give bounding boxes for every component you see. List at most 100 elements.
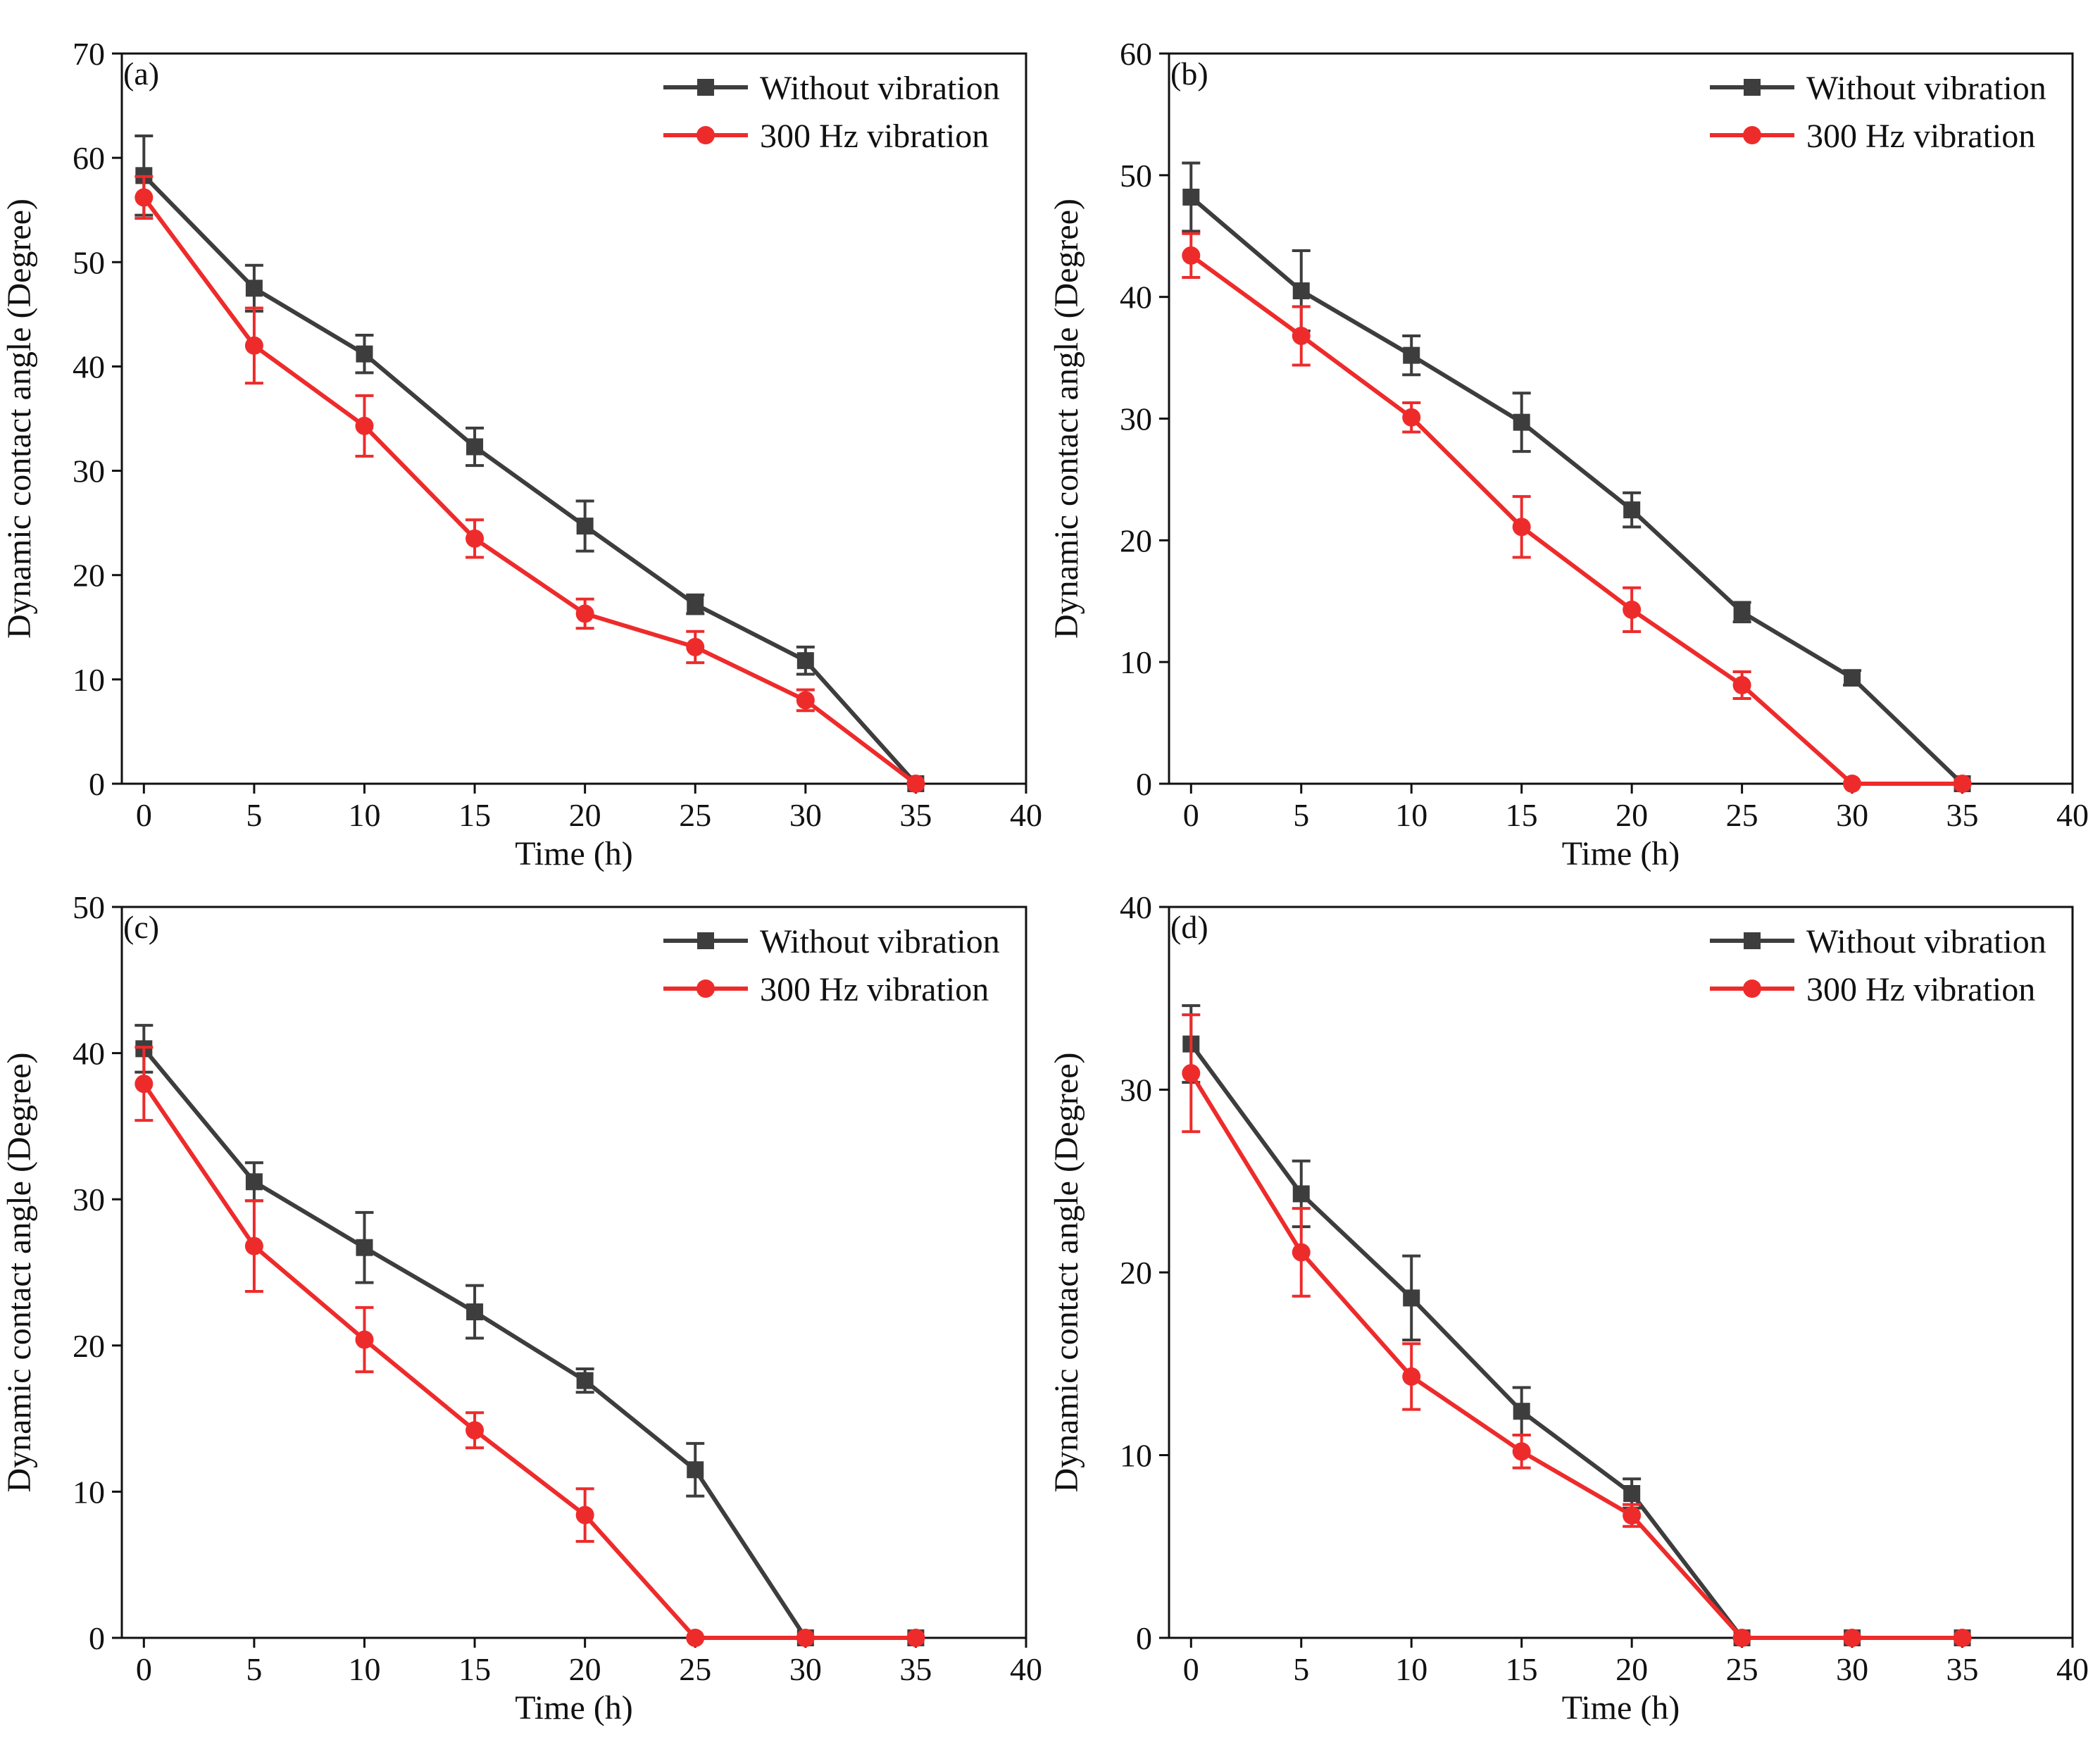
- y-tick-label: 70: [73, 36, 105, 72]
- x-tick-label: 35: [899, 1651, 932, 1687]
- data-point: [135, 188, 153, 206]
- y-tick-label: 0: [89, 766, 105, 802]
- y-tick-label: 0: [1136, 1620, 1152, 1656]
- y-tick-label: 20: [73, 1328, 105, 1364]
- x-tick-label: 30: [789, 1651, 822, 1687]
- data-point: [1954, 775, 1972, 793]
- x-tick-label: 10: [1395, 797, 1427, 833]
- data-point: [1402, 408, 1420, 427]
- y-tick-label: 30: [1120, 1072, 1152, 1108]
- x-tick-label: 35: [1946, 1651, 1979, 1687]
- legend-label: 300 Hz vibration: [760, 971, 989, 1008]
- x-tick-label: 35: [899, 797, 932, 833]
- x-tick-label: 20: [1615, 1651, 1648, 1687]
- y-tick-label: 40: [1120, 280, 1152, 315]
- y-tick-label: 30: [73, 1182, 105, 1217]
- data-point: [1403, 347, 1420, 364]
- panel-label: (a): [123, 56, 159, 92]
- legend-marker: [696, 126, 715, 144]
- y-tick-label: 0: [89, 1620, 105, 1656]
- x-tick-label: 40: [2056, 1651, 2089, 1687]
- legend-marker: [1744, 932, 1761, 949]
- y-tick-label: 60: [73, 140, 105, 176]
- data-point: [687, 596, 704, 613]
- data-point: [576, 1506, 594, 1524]
- data-point: [245, 337, 263, 355]
- data-point: [1623, 1506, 1641, 1524]
- data-point: [1182, 1064, 1200, 1082]
- legend-marker: [697, 79, 714, 96]
- y-axis-title: Dynamic contact angle (Degree): [1048, 199, 1085, 639]
- data-point: [355, 417, 373, 435]
- x-tick-label: 40: [2056, 797, 2089, 833]
- data-point: [1292, 327, 1311, 345]
- y-tick-label: 40: [73, 349, 105, 384]
- y-tick-label: 10: [1120, 1438, 1152, 1474]
- data-point: [1843, 775, 1861, 793]
- figure: 0 5 10 15 20 25 30 35 40 0 10 20 30 40 50 60 70 Time (h) D…: [0, 0, 2100, 1747]
- legend-label: Without vibration: [760, 923, 1000, 960]
- x-tick-label: 10: [1395, 1651, 1427, 1687]
- x-tick-label: 15: [458, 797, 491, 833]
- data-point: [906, 1629, 925, 1647]
- x-tick-label: 30: [1836, 1651, 1868, 1687]
- x-tick-label: 25: [679, 797, 711, 833]
- data-point: [796, 691, 815, 709]
- data-point: [1954, 1629, 1972, 1647]
- data-point: [1623, 601, 1641, 619]
- y-tick-label: 60: [1120, 36, 1152, 72]
- x-tick-label: 15: [1506, 1651, 1538, 1687]
- legend-marker: [1743, 126, 1761, 144]
- y-axis-title: Dynamic contact angle (Degree): [1, 199, 38, 639]
- legend-label: 300 Hz vibration: [760, 118, 989, 155]
- data-point: [1733, 676, 1751, 694]
- data-point: [1513, 414, 1530, 431]
- legend-label: Without vibration: [1806, 923, 2046, 960]
- data-point: [1292, 1243, 1311, 1261]
- x-tick-label: 25: [679, 1651, 711, 1687]
- data-point: [1182, 189, 1199, 206]
- y-tick-label: 50: [73, 889, 105, 925]
- data-point: [466, 1303, 483, 1320]
- data-point: [1293, 282, 1310, 299]
- x-tick-label: 10: [348, 1651, 380, 1687]
- data-point: [1513, 1442, 1531, 1460]
- x-axis-title: Time (h): [1562, 1689, 1680, 1727]
- x-tick-label: 40: [1010, 1651, 1042, 1687]
- x-tick-label: 0: [136, 1651, 152, 1687]
- data-point: [135, 1075, 153, 1093]
- data-point: [577, 1372, 594, 1389]
- data-point: [356, 346, 373, 363]
- panel-label: (c): [123, 909, 159, 945]
- data-point: [1403, 1289, 1420, 1306]
- data-point: [245, 1237, 263, 1256]
- data-point: [465, 1421, 484, 1439]
- y-tick-label: 0: [1136, 766, 1152, 802]
- legend-marker: [697, 932, 714, 949]
- data-point: [1733, 1629, 1751, 1647]
- data-point: [466, 438, 483, 455]
- legend-label: Without vibration: [1806, 70, 2046, 107]
- panel-label: (b): [1170, 56, 1208, 92]
- x-tick-label: 30: [1836, 797, 1868, 833]
- legend-marker: [1744, 79, 1761, 96]
- data-point: [1293, 1185, 1310, 1202]
- x-tick-label: 0: [136, 797, 152, 833]
- x-tick-label: 10: [348, 797, 380, 833]
- x-tick-label: 40: [1010, 797, 1042, 833]
- data-point: [465, 530, 484, 548]
- x-tick-label: 15: [1506, 797, 1538, 833]
- x-tick-label: 25: [1726, 1651, 1758, 1687]
- x-tick-label: 20: [1615, 797, 1648, 833]
- data-point: [1182, 246, 1200, 265]
- data-point: [1843, 1629, 1861, 1647]
- data-point: [246, 1173, 263, 1190]
- legend-label: 300 Hz vibration: [1806, 118, 2035, 155]
- x-tick-label: 35: [1946, 797, 1979, 833]
- data-point: [1513, 518, 1531, 536]
- x-tick-label: 5: [246, 1651, 262, 1687]
- y-tick-label: 40: [73, 1036, 105, 1072]
- x-tick-label: 0: [1183, 797, 1199, 833]
- y-tick-label: 40: [1120, 889, 1152, 925]
- data-point: [246, 280, 263, 296]
